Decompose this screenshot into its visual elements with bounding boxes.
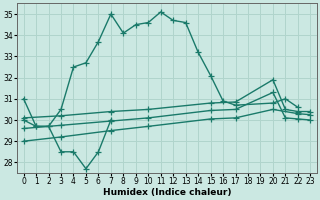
X-axis label: Humidex (Indice chaleur): Humidex (Indice chaleur): [103, 188, 231, 197]
